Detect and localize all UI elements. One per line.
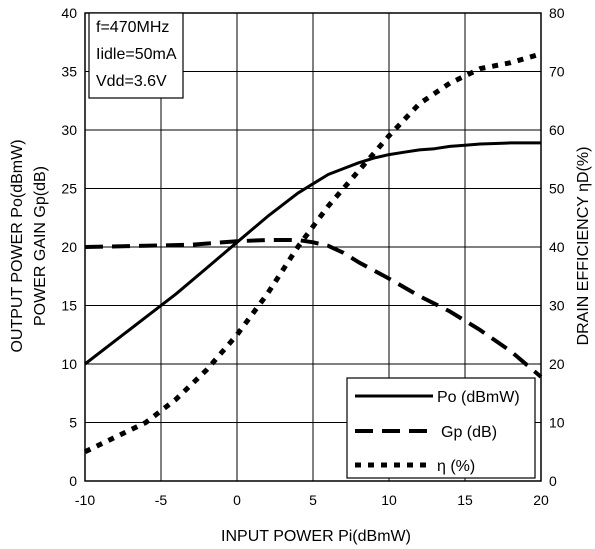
plot-frame: [84, 12, 542, 482]
y-right-tick-label: 60: [549, 122, 565, 138]
y-right-tick-label: 10: [549, 415, 565, 431]
series-line-gp: [84, 238, 543, 379]
y-right-tick-label: 20: [549, 356, 565, 372]
x-tick-label: -5: [155, 492, 168, 508]
condition-idle-current: Iidle=50mA: [96, 46, 177, 63]
y-left-tick-label: 10: [61, 356, 77, 372]
conditions-rect: [88, 12, 184, 99]
x-tick-label: -10: [75, 492, 95, 508]
condition-supply-voltage: Vdd=3.6V: [96, 73, 167, 90]
y-right-tick-label: 30: [549, 298, 565, 314]
y-right-tick-label: 70: [549, 64, 565, 80]
condition-frequency: f=470MHz: [96, 19, 169, 36]
x-tick-label: 10: [381, 492, 397, 508]
legend: Po (dBmW) Gp (dB) η (%): [346, 377, 536, 479]
legend-label-po: Po (dBmW): [437, 389, 520, 406]
series-line-po: [84, 141, 541, 366]
y-left-tick-label: 0: [69, 473, 77, 489]
y-axis-label-left-secondary: POWER GAIN Gp(dB): [32, 166, 49, 326]
x-tick-label: 0: [233, 492, 241, 508]
x-tick-label: 20: [533, 492, 549, 508]
y-right-tick-label: 80: [549, 5, 565, 21]
y-right-tick-label: 40: [549, 239, 565, 255]
y-left-tick-label: 25: [61, 181, 77, 197]
x-axis-label: INPUT POWER Pi(dBmW): [221, 528, 411, 545]
y-left-tick-label: 30: [61, 122, 77, 138]
y-left-tick-label: 5: [69, 415, 77, 431]
conditions-box: f=470MHz Iidle=50mA Vdd=3.6V: [88, 12, 184, 99]
y-left-tick-label: 15: [61, 298, 77, 314]
y-axis-label-left-primary: OUTPUT POWER Po(dBmW): [9, 139, 26, 352]
x-tick-label: 5: [309, 492, 317, 508]
legend-label-eta: η (%): [437, 458, 475, 475]
y-axis-label-right: DRAIN EFFICIENCY ηD(%): [575, 147, 592, 346]
legend-label-gp: Gp (dB): [441, 424, 497, 441]
series-layer: [83, 51, 543, 455]
y-left-tick-label: 40: [61, 5, 77, 21]
y-right-tick-label: 0: [549, 473, 557, 489]
ticks: -10 -5 0 5 10 15 20051015202530354001020304050…: [61, 5, 564, 508]
y-left-tick-label: 35: [61, 64, 77, 80]
y-left-tick-label: 20: [61, 239, 77, 255]
y-right-tick-label: 50: [549, 181, 565, 197]
series-line-eta: [83, 51, 542, 455]
x-tick-label: 15: [457, 492, 473, 508]
